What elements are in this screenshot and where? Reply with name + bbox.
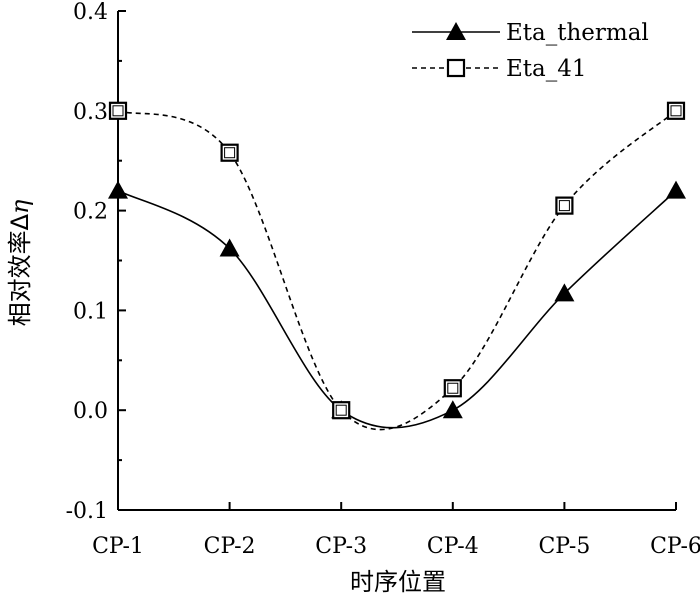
y-tick-label: 0.1 bbox=[73, 299, 108, 324]
data-point-square bbox=[332, 401, 351, 420]
x-tick-label: CP-4 bbox=[427, 534, 479, 559]
x-tick-label: CP-6 bbox=[650, 534, 700, 559]
data-point-square-inner bbox=[447, 382, 459, 394]
data-point-square bbox=[220, 143, 239, 162]
axes: -0.1 0.0 0.1 0.2 0.3 0.4 CP-1 CP-2 CP-3 CP-4 CP-5 C… bbox=[66, 0, 700, 559]
legend-label: Eta_41 bbox=[506, 56, 587, 82]
legend: Eta_thermal Eta_41 bbox=[412, 20, 649, 82]
series-line bbox=[117, 189, 677, 429]
data-point-square bbox=[666, 101, 686, 120]
data-point-square-inner bbox=[335, 404, 347, 416]
data-point-square-inner bbox=[558, 200, 570, 212]
y-tick-label: 0.3 bbox=[73, 100, 108, 125]
data-point-square bbox=[108, 101, 128, 120]
y-tick-label: 0.4 bbox=[73, 0, 108, 25]
data-point-triangle bbox=[219, 238, 240, 257]
x-tick-label: CP-2 bbox=[204, 534, 256, 559]
data-point-square bbox=[443, 379, 462, 398]
series-line bbox=[117, 110, 677, 431]
series-Eta_41 bbox=[108, 101, 686, 431]
data-point-square bbox=[555, 196, 574, 215]
x-tick-label: CP-1 bbox=[92, 534, 144, 559]
data-point-triangle bbox=[108, 180, 128, 199]
legend-marker-square bbox=[446, 58, 466, 78]
y-axis-title: 相对效率Δη bbox=[6, 199, 34, 326]
y-tick-label: 0.2 bbox=[73, 200, 108, 225]
series-Eta_thermal bbox=[108, 180, 686, 429]
legend-label: Eta_thermal bbox=[506, 20, 649, 46]
y-tick-label: -0.1 bbox=[66, 499, 108, 524]
y-axis-title-symbol: η bbox=[6, 199, 34, 214]
y-tick-label: 0.0 bbox=[73, 399, 108, 424]
x-axis-title: 时序位置 bbox=[350, 568, 446, 596]
x-tick-label: CP-5 bbox=[538, 534, 590, 559]
y-axis-title-text: 相对效率Δ bbox=[6, 213, 34, 326]
series-layer bbox=[108, 101, 686, 431]
data-point-triangle bbox=[554, 283, 575, 302]
legend-marker-triangle bbox=[446, 22, 466, 40]
x-tick-label: CP-3 bbox=[315, 534, 367, 559]
data-point-triangle bbox=[666, 180, 686, 199]
data-point-square-inner bbox=[670, 105, 682, 117]
data-point-triangle bbox=[442, 400, 463, 419]
data-point-square-inner bbox=[224, 147, 236, 159]
data-point-square-inner bbox=[112, 105, 124, 117]
